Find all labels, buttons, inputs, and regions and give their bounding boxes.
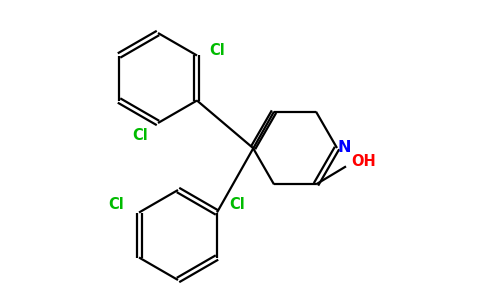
Text: OH: OH (351, 154, 377, 169)
Text: Cl: Cl (108, 197, 124, 212)
Text: Cl: Cl (209, 43, 225, 58)
Text: Cl: Cl (132, 128, 148, 142)
Text: N: N (337, 140, 351, 155)
Text: Cl: Cl (229, 197, 245, 212)
